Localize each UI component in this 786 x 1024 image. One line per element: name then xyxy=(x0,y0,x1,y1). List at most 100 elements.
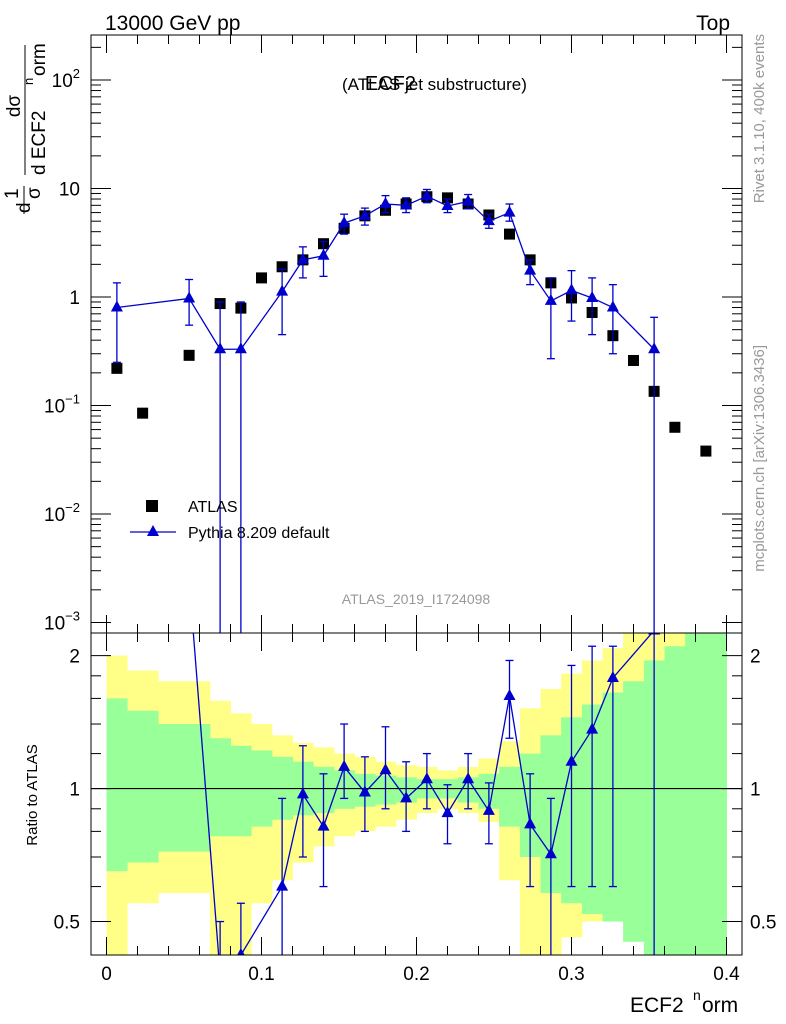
xlabel-tail: orm xyxy=(702,994,738,1017)
analysis-label: ATLAS_2019_I1724098 xyxy=(342,591,491,607)
ratio-point xyxy=(524,817,537,829)
mc-points xyxy=(110,189,661,354)
ratio-y-tick-label-right: 0.5 xyxy=(750,913,776,934)
ylabel-sigma: σ xyxy=(24,187,45,199)
ratio-point xyxy=(482,803,495,815)
mcplots-label: mcplots.cern.ch [arXiv:1306.3436] xyxy=(751,345,768,572)
ratio-error-bars xyxy=(216,633,655,955)
atlas-point xyxy=(504,228,515,240)
x-tick-label: 0.2 xyxy=(403,964,429,985)
plot-subtitle: (ATLAS jet substructure) xyxy=(342,75,527,94)
main-y-tick-labels: 102 10 1 10−1 10−2 10−3 xyxy=(44,66,80,634)
main-y-tick-label: 10−2 xyxy=(44,500,80,526)
mc-error-bars xyxy=(112,188,659,633)
ratio-y-tick-label-left: 0.5 xyxy=(54,913,80,934)
atlas-point xyxy=(111,362,123,374)
mc-point xyxy=(214,342,227,354)
mc-point xyxy=(317,248,330,260)
band-inner-bin xyxy=(127,710,159,863)
ratio-y-tick-label-left: 2 xyxy=(69,647,80,668)
main-y-tick-label: 102 xyxy=(52,66,80,92)
band-inner-bin xyxy=(623,681,645,942)
mc-band-inner xyxy=(106,633,727,955)
mc-point xyxy=(183,291,196,303)
main-y-tick-label: 10−3 xyxy=(44,608,80,634)
xlabel-main: ECF2 xyxy=(630,994,684,1017)
x-axis-label: ECF2 n orm xyxy=(630,987,738,1017)
xlabel-sup: n xyxy=(693,987,701,1003)
legend-mc-marker xyxy=(147,525,159,536)
main-y-axis-label: d σ 1 dσ d ECF2 n orm xyxy=(2,43,50,214)
ratio-point xyxy=(338,759,351,771)
mc-point xyxy=(110,300,123,312)
mc-point xyxy=(379,196,392,208)
ratio-point xyxy=(586,722,599,734)
mc-point xyxy=(648,342,661,354)
ratio-point xyxy=(462,772,475,784)
legend: ATLAS Pythia 8.209 default xyxy=(130,499,330,542)
mc-point xyxy=(462,194,475,206)
atlas-point xyxy=(183,349,195,361)
band-inner-bin xyxy=(209,738,231,837)
band-inner-bin xyxy=(230,745,252,837)
mc-point xyxy=(234,342,247,354)
atlas-point xyxy=(628,354,639,366)
ylabel-den-tail: orm xyxy=(29,43,50,76)
mc-point xyxy=(441,198,454,210)
main-y-tick-label: 10 xyxy=(59,180,80,201)
ratio-point xyxy=(565,754,578,766)
atlas-point xyxy=(137,407,149,419)
legend-atlas-marker xyxy=(146,500,158,512)
main-frame xyxy=(90,34,743,634)
ratio-point xyxy=(296,787,309,799)
mc-point xyxy=(586,290,599,302)
legend-atlas-label: ATLAS xyxy=(188,499,238,516)
mc-point xyxy=(503,205,516,217)
ylabel-den: d ECF2 xyxy=(29,111,50,175)
ratio-point xyxy=(379,763,392,775)
ratio-y-tick-label-right: 1 xyxy=(750,780,761,801)
atlas-point xyxy=(276,261,288,273)
rivet-version-label: Rivet 3.1.10, 400k events xyxy=(751,34,768,203)
plot-title: ECF2 xyxy=(365,73,416,95)
ratio-point xyxy=(544,847,557,859)
x-tick-label: 0.1 xyxy=(248,964,274,985)
header-left: 13000 GeV pp xyxy=(105,12,240,35)
ratio-point xyxy=(400,791,413,803)
mc-point xyxy=(565,283,578,295)
ratio-point xyxy=(441,806,454,818)
main-y-tick-label: 10−1 xyxy=(44,392,80,418)
ratio-point xyxy=(503,689,516,701)
ratio-point xyxy=(358,785,371,797)
ratio-point xyxy=(276,879,289,891)
atlas-point xyxy=(700,445,712,457)
main-y-tick-label: 1 xyxy=(69,288,80,309)
main-panel: 102 10 1 10−1 10−2 10−3 ECF2 (ATLAS jet subst… xyxy=(2,34,743,634)
mc-line xyxy=(116,195,655,350)
ylabel-den-sup: n xyxy=(21,78,36,85)
ratio-point xyxy=(420,772,433,784)
mc-point xyxy=(420,189,433,201)
mc-point xyxy=(524,263,537,275)
x-tick-label: 0.4 xyxy=(713,964,740,985)
ratio-points xyxy=(214,633,661,978)
band-inner-bin xyxy=(499,766,521,827)
mc-series-line xyxy=(116,195,655,350)
mc-point xyxy=(606,300,619,312)
mc-point xyxy=(400,198,413,210)
ratio-point xyxy=(214,967,226,978)
ratio-y-tick-label-right: 2 xyxy=(750,647,761,668)
atlas-points xyxy=(111,191,712,457)
band-inner-bin xyxy=(685,633,727,955)
ratio-point xyxy=(606,670,619,682)
mc-point xyxy=(358,208,371,220)
band-inner-bin xyxy=(106,698,128,872)
main-ticks xyxy=(91,35,742,633)
ylabel-num: dσ xyxy=(4,95,25,118)
ylabel-one: 1 xyxy=(2,188,23,199)
ratio-point xyxy=(237,948,245,955)
header-right: Top xyxy=(696,12,730,35)
mc-point xyxy=(544,293,557,305)
mc-point xyxy=(482,214,495,226)
